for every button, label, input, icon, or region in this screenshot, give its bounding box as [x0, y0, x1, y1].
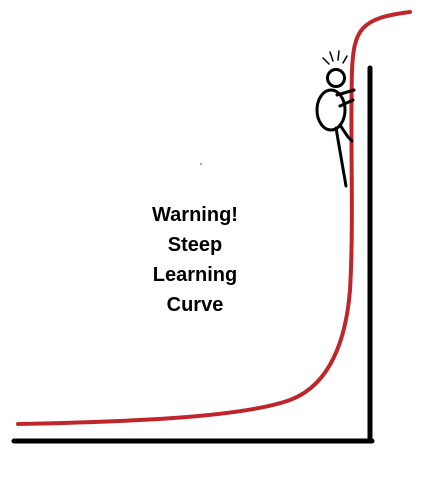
figure-legs: [334, 123, 354, 188]
warning-line-1: Warning!: [152, 204, 238, 226]
stick-figure-climbing-icon: [315, 50, 356, 188]
warning-line-3: Learning: [152, 264, 238, 286]
stray-dot: [200, 163, 202, 165]
shock-lines-icon: [322, 50, 348, 65]
warning-label: Warning! Steep Learning Curve: [110, 200, 280, 320]
figure-arms: [335, 88, 356, 108]
learning-curve: [16, 10, 412, 426]
figure-head: [326, 68, 346, 88]
warning-line-4: Curve: [166, 294, 224, 316]
figure-body: [315, 88, 347, 132]
warning-line-2: Steep: [167, 234, 223, 256]
axes: [11, 65, 375, 444]
